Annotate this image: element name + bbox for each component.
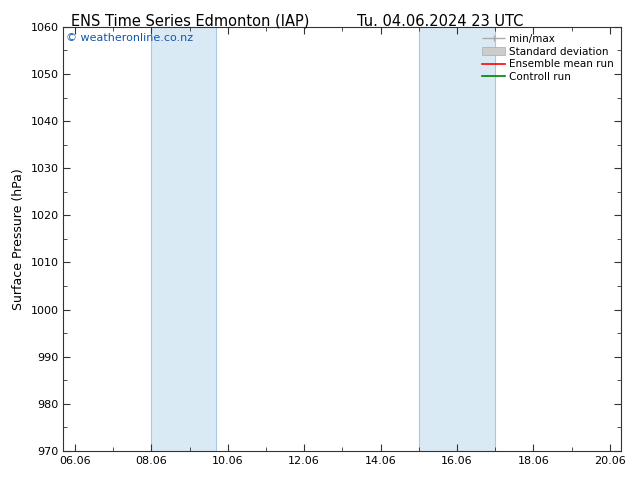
Bar	[152, 27, 216, 451]
Legend: min/max, Standard deviation, Ensemble mean run, Controll run: min/max, Standard deviation, Ensemble me…	[480, 32, 616, 84]
Y-axis label: Surface Pressure (hPa): Surface Pressure (hPa)	[12, 168, 25, 310]
Text: ENS Time Series Edmonton (IAP): ENS Time Series Edmonton (IAP)	[71, 14, 309, 29]
Bar	[419, 27, 495, 451]
Text: Tu. 04.06.2024 23 UTC: Tu. 04.06.2024 23 UTC	[358, 14, 524, 29]
Text: © weatheronline.co.nz: © weatheronline.co.nz	[66, 33, 193, 43]
